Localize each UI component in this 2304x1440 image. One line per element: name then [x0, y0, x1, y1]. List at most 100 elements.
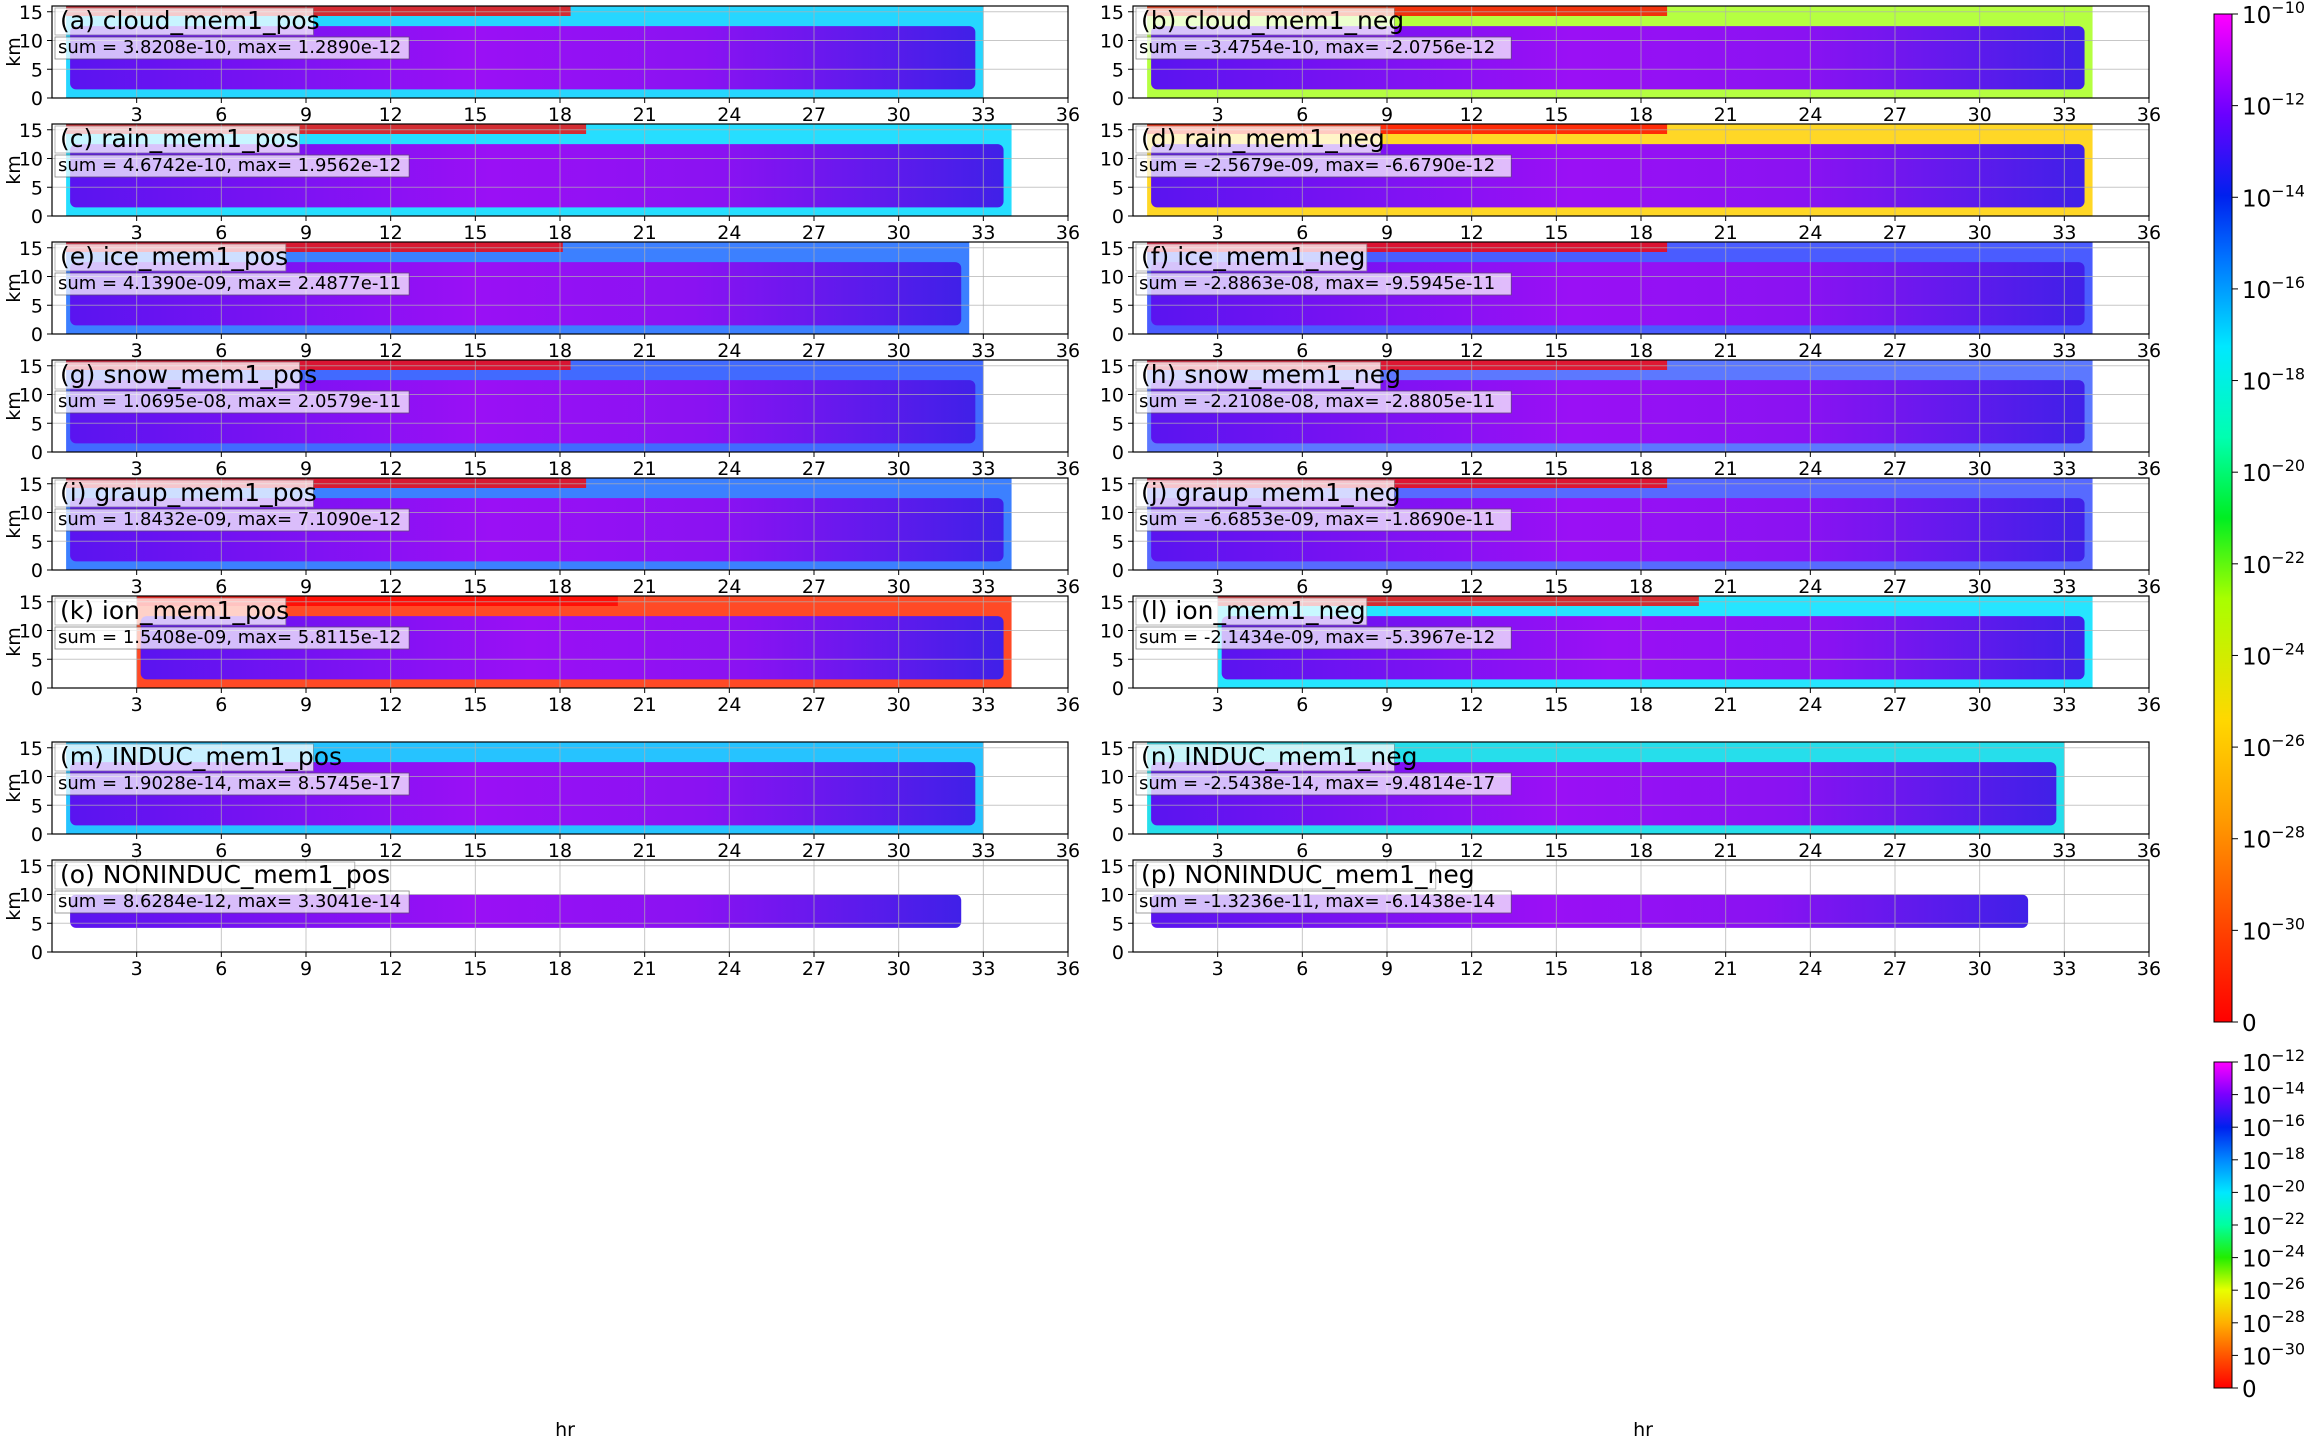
- x-tick-label: 3: [131, 104, 143, 126]
- x-tick-label: 36: [2137, 958, 2161, 980]
- y-tick-label: 5: [31, 177, 43, 199]
- x-tick-label: 30: [887, 576, 911, 598]
- x-tick-label: 15: [463, 458, 487, 480]
- x-tick-label: 3: [1212, 576, 1224, 598]
- heatmap-upper-edge: [66, 124, 587, 134]
- x-tick-label: 12: [1460, 458, 1484, 480]
- y-tick-label: 0: [1112, 88, 1124, 110]
- x-tick-label: 24: [1798, 222, 1822, 244]
- y-tick-label: 0: [1112, 560, 1124, 582]
- panel-title: (b) cloud_mem1_neg: [1141, 6, 1404, 35]
- x-tick-label: 33: [2052, 840, 2076, 862]
- colorbar-tick-label: 10−20: [2242, 456, 2304, 487]
- colorbar-tick-label: 0: [2242, 1011, 2257, 1037]
- x-tick-label: 30: [1968, 958, 1992, 980]
- x-tick-label: 24: [717, 576, 741, 598]
- colorbar-bottom: 10−1210−1410−1610−1810−2010−2210−2410−26…: [2213, 1046, 2304, 1403]
- x-tick-label: 30: [1968, 840, 1992, 862]
- x-tick-label: 12: [379, 104, 403, 126]
- panel-title-box: [54, 743, 314, 772]
- y-tick-label: 10: [19, 503, 43, 525]
- panel-title: (a) cloud_mem1_pos: [60, 6, 320, 35]
- x-tick-label: 24: [1798, 840, 1822, 862]
- panel-annotation: sum = -2.1434e-09, max= -5.3967e-12: [1139, 627, 1495, 648]
- panel-annotation: sum = -6.6853e-09, max= -1.8690e-11: [1139, 509, 1495, 530]
- panel-annotation: sum = 1.0695e-08, max= 2.0579e-11: [58, 391, 401, 412]
- x-tick-label: 36: [1056, 694, 1080, 716]
- x-tick-label: 24: [717, 694, 741, 716]
- colorbar-tick-label: 10−14: [2242, 181, 2304, 212]
- x-tick-label: 3: [131, 340, 143, 362]
- x-tick-label: 33: [971, 458, 995, 480]
- y-axis-label: km: [3, 509, 25, 539]
- panel-annotation: sum = -2.2108e-08, max= -2.8805e-11: [1139, 391, 1495, 412]
- y-tick-label: 15: [19, 238, 43, 260]
- x-tick-label: 18: [548, 958, 572, 980]
- y-tick-label: 0: [31, 324, 43, 346]
- x-tick-label: 3: [1212, 222, 1224, 244]
- y-tick-label: 10: [1100, 767, 1124, 789]
- x-tick-label: 27: [1883, 340, 1907, 362]
- x-tick-label: 12: [1460, 694, 1484, 716]
- x-tick-label: 27: [1883, 104, 1907, 126]
- x-tick-label: 18: [548, 222, 572, 244]
- x-tick-label: 21: [1714, 340, 1738, 362]
- x-tick-label: 27: [1883, 958, 1907, 980]
- x-tick-label: 24: [717, 840, 741, 862]
- panel-annotation-box: [1135, 626, 1512, 650]
- y-tick-label: 5: [1112, 913, 1124, 935]
- x-tick-label: 6: [1296, 104, 1308, 126]
- panel-title: (m) INDUC_mem1_pos: [60, 742, 342, 771]
- panel-annotation: sum = 1.5408e-09, max= 5.8115e-12: [58, 627, 401, 648]
- colorbar-tick-label: 10−12: [2242, 90, 2304, 121]
- x-tick-label: 18: [548, 104, 572, 126]
- x-tick-label: 15: [1544, 840, 1568, 862]
- x-tick-label: 9: [1381, 104, 1393, 126]
- x-tick-label: 15: [463, 958, 487, 980]
- panel-annotation: sum = -3.4754e-10, max= -2.0756e-12: [1139, 37, 1495, 58]
- heatmap-upper-edge: [66, 360, 571, 370]
- x-tick-label: 30: [1968, 340, 1992, 362]
- x-tick-label: 30: [887, 694, 911, 716]
- colorbar-tick-label: 10−26: [2242, 1274, 2304, 1305]
- x-tick-label: 33: [2052, 222, 2076, 244]
- x-tick-label: 36: [2137, 840, 2161, 862]
- x-tick-label: 33: [2052, 458, 2076, 480]
- x-tick-label: 33: [971, 958, 995, 980]
- colorbar-tick-label: 10−26: [2242, 731, 2304, 762]
- y-tick-label: 0: [31, 206, 43, 228]
- x-tick-label: 36: [1056, 340, 1080, 362]
- x-tick-label: 9: [300, 840, 312, 862]
- y-tick-label: 15: [1100, 120, 1124, 142]
- x-tick-label: 30: [1968, 104, 1992, 126]
- y-tick-label: 15: [1100, 856, 1124, 878]
- x-tick-label: 21: [633, 340, 657, 362]
- y-tick-label: 0: [31, 442, 43, 464]
- panel-title: (f) ice_mem1_neg: [1141, 242, 1365, 271]
- y-tick-label: 5: [31, 913, 43, 935]
- x-tick-label: 3: [131, 222, 143, 244]
- x-tick-label: 36: [1056, 958, 1080, 980]
- x-tick-label: 21: [1714, 458, 1738, 480]
- y-tick-label: 10: [1100, 385, 1124, 407]
- x-tick-label: 6: [215, 222, 227, 244]
- colorbar-tick-label: 10−28: [2242, 823, 2304, 854]
- panel-title-box: [54, 861, 356, 890]
- x-tick-label: 30: [887, 840, 911, 862]
- x-tick-label: 12: [1460, 104, 1484, 126]
- x-tick-label: 36: [2137, 576, 2161, 598]
- y-tick-label: 0: [1112, 442, 1124, 464]
- panel-title-box: [54, 125, 301, 154]
- panel-title-box: [1135, 243, 1368, 272]
- x-tick-label: 15: [463, 840, 487, 862]
- x-tick-label: 18: [1629, 458, 1653, 480]
- x-tick-label: 33: [971, 694, 995, 716]
- x-tick-label: 6: [215, 840, 227, 862]
- x-tick-label: 12: [379, 458, 403, 480]
- x-tick-label: 24: [1798, 576, 1822, 598]
